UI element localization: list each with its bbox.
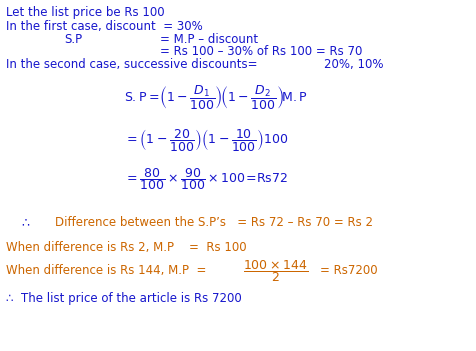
Text: ∴: ∴: [21, 216, 30, 230]
Text: 20%, 10%: 20%, 10%: [324, 58, 383, 72]
Text: ∴  The list price of the article is Rs 7200: ∴ The list price of the article is Rs 72…: [6, 292, 241, 305]
Text: Let the list price be Rs 100: Let the list price be Rs 100: [6, 6, 164, 19]
Text: In the first case, discount  = 30%: In the first case, discount = 30%: [6, 20, 202, 33]
Text: S.P: S.P: [64, 33, 82, 46]
Text: When difference is Rs 2, M.P    =  Rs 100: When difference is Rs 2, M.P = Rs 100: [6, 241, 246, 254]
Text: = Rs 100 – 30% of Rs 100 = Rs 70: = Rs 100 – 30% of Rs 100 = Rs 70: [159, 45, 361, 59]
Text: = M.P – discount: = M.P – discount: [159, 33, 258, 46]
Text: Difference between the S.P’s   = Rs 72 – Rs 70 = Rs 2: Difference between the S.P’s = Rs 72 – R…: [55, 216, 372, 230]
Text: $\dfrac{100 \times 144}{2}$: $\dfrac{100 \times 144}{2}$: [243, 258, 307, 284]
Text: When difference is Rs 144, M.P  =: When difference is Rs 144, M.P =: [6, 264, 206, 277]
Text: $= \left(1 - \dfrac{20}{100}\right)\left(1 - \dfrac{10}{100}\right)100$: $= \left(1 - \dfrac{20}{100}\right)\left…: [124, 127, 288, 153]
Text: $\mathrm{S.P} = \!\left(1 - \dfrac{D_1}{100}\right)\!\left(1 - \dfrac{D_2}{100}\: $\mathrm{S.P} = \!\left(1 - \dfrac{D_1}{…: [124, 84, 307, 112]
Text: In the second case, successive discounts=: In the second case, successive discounts…: [6, 58, 257, 72]
Text: $= \dfrac{80}{100} \times \dfrac{90}{100} \times 100\!=\!\mathrm{Rs72}$: $= \dfrac{80}{100} \times \dfrac{90}{100…: [124, 166, 287, 192]
Text: = Rs7200: = Rs7200: [319, 264, 377, 277]
